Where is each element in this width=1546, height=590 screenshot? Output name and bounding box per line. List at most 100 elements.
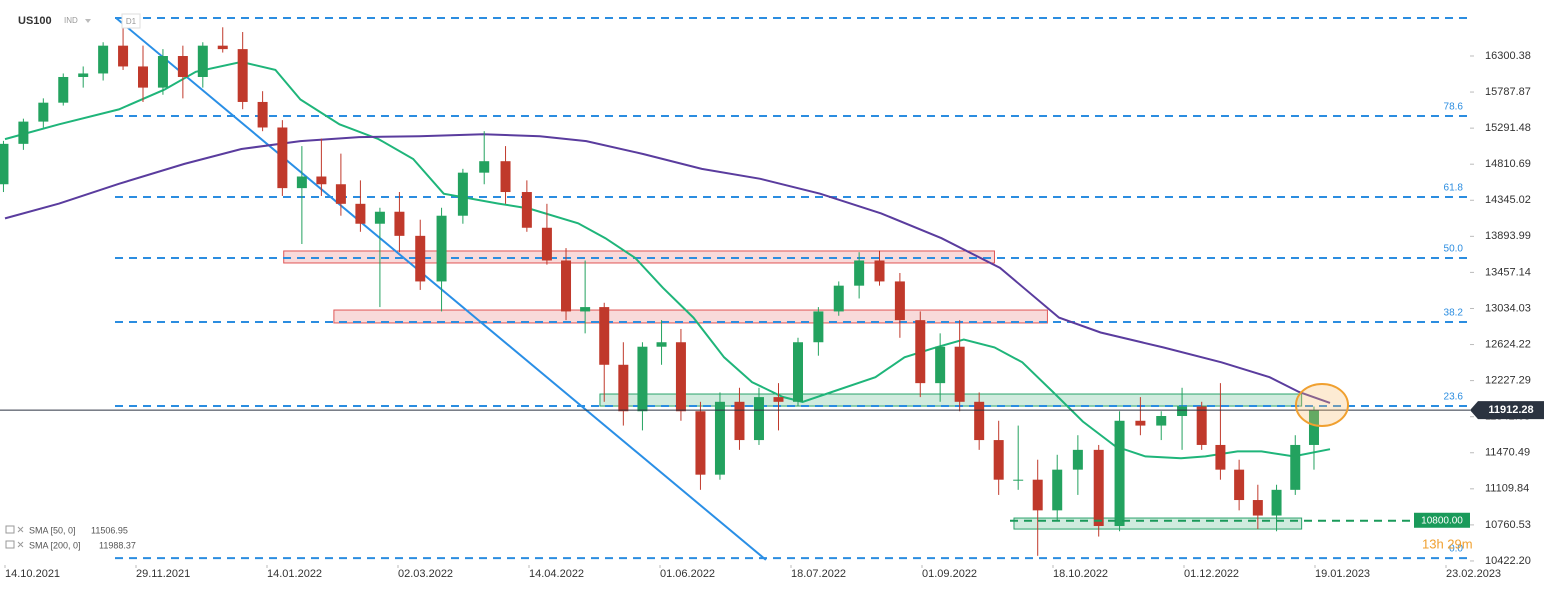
y-tick-label: 12227.29 — [1485, 375, 1531, 387]
candle — [954, 320, 965, 412]
candle-body — [1072, 449, 1083, 470]
market: IND — [64, 16, 78, 25]
candle — [753, 387, 764, 445]
candle-body — [394, 211, 405, 236]
candle-body — [935, 346, 946, 384]
candle-body — [78, 73, 89, 77]
candle-body — [773, 397, 784, 402]
fib-label: 50.0 — [1444, 244, 1464, 255]
candle-body — [656, 342, 667, 347]
last-price-box — [1470, 401, 1544, 420]
x-tick-label: 18.07.2022 — [791, 568, 846, 580]
legend: SMA [50, 0] SMA [200, 0] 11506.95 11988.… — [5, 525, 136, 550]
candle-body — [1252, 500, 1263, 516]
candle-body — [457, 172, 468, 216]
x-tick-label: 14.04.2022 — [529, 568, 584, 580]
candle-body — [138, 66, 148, 88]
candle — [714, 392, 725, 480]
countdown: 13h 29m — [1422, 536, 1473, 551]
candle — [38, 98, 49, 128]
dropdown-icon[interactable] — [85, 19, 91, 23]
x-tick-label: 19.01.2023 — [1315, 568, 1370, 580]
candle-body — [793, 342, 803, 402]
y-tick-label: 12624.22 — [1485, 338, 1531, 350]
candle-body — [854, 260, 865, 286]
candle — [296, 146, 307, 244]
candle — [599, 302, 610, 402]
candle — [521, 180, 532, 232]
candle — [1177, 387, 1188, 450]
y-tick-label: 14345.02 — [1485, 194, 1531, 206]
header: US100 IND D1 — [18, 13, 141, 29]
candle-body — [38, 102, 49, 122]
legend-close[interactable] — [17, 541, 24, 548]
candle-body — [618, 364, 629, 412]
candle-body — [954, 346, 965, 402]
candle — [98, 42, 109, 81]
candle — [935, 333, 946, 402]
interval-box[interactable] — [121, 13, 141, 29]
candle — [1072, 435, 1083, 495]
candle-body — [500, 161, 511, 193]
zone — [599, 393, 1303, 407]
candle — [854, 252, 865, 299]
candle — [415, 219, 426, 290]
candle-body — [1135, 420, 1146, 426]
y-tick-label: 14810.69 — [1485, 158, 1531, 170]
candle — [1013, 425, 1024, 490]
candle — [157, 49, 168, 95]
candle — [197, 42, 208, 88]
candle — [436, 207, 447, 312]
candle-body — [157, 56, 168, 88]
candle — [18, 118, 29, 150]
legend-close[interactable] — [17, 526, 24, 533]
candle-body — [580, 307, 591, 312]
candle — [974, 392, 985, 450]
legend-icon[interactable] — [5, 540, 15, 549]
candle — [695, 401, 706, 490]
candle — [277, 120, 288, 196]
candle-body — [415, 235, 426, 282]
legend-name: SMA [200, 0] — [29, 540, 81, 550]
candle — [894, 273, 905, 338]
candle-body — [675, 342, 686, 412]
fib-label: 38.2 — [1444, 308, 1464, 319]
candle-body — [436, 215, 447, 282]
candle-body — [1093, 449, 1104, 526]
candle-body — [277, 127, 288, 189]
candle-body — [296, 176, 307, 189]
candle — [874, 250, 885, 286]
candle-body — [1234, 469, 1245, 501]
candle — [773, 383, 784, 431]
candle-body — [833, 285, 844, 312]
candle — [915, 311, 926, 398]
x-tick-label: 01.09.2022 — [922, 568, 977, 580]
candle-body — [217, 45, 228, 50]
candle-body — [974, 401, 985, 441]
sma-line — [4, 60, 1331, 460]
candle — [637, 342, 648, 431]
last-price-label: 11912.28 — [1488, 404, 1533, 416]
candle-body — [1052, 469, 1063, 511]
legend-name: SMA [50, 0] — [29, 525, 76, 535]
candle-body — [177, 56, 188, 77]
candle — [1215, 383, 1226, 480]
candle — [580, 260, 591, 334]
fib-label: 61.8 — [1444, 183, 1464, 194]
candle-body — [1290, 444, 1301, 490]
candle — [1093, 444, 1104, 537]
candle — [138, 45, 148, 102]
legend-icon[interactable] — [5, 525, 15, 534]
candle-body — [1032, 479, 1043, 511]
fib-label: 0.0 — [1449, 544, 1463, 555]
candle-body — [18, 121, 29, 144]
x-tick-label: 29.11.2021 — [136, 568, 190, 580]
candle-body — [1177, 406, 1188, 417]
candle-body — [118, 45, 129, 67]
candle — [833, 281, 844, 316]
interval[interactable]: D1 — [126, 17, 137, 26]
candle-body — [541, 227, 552, 261]
support-label: 10800.00 — [1421, 515, 1463, 526]
y-tick-label: 11470.49 — [1485, 447, 1530, 459]
